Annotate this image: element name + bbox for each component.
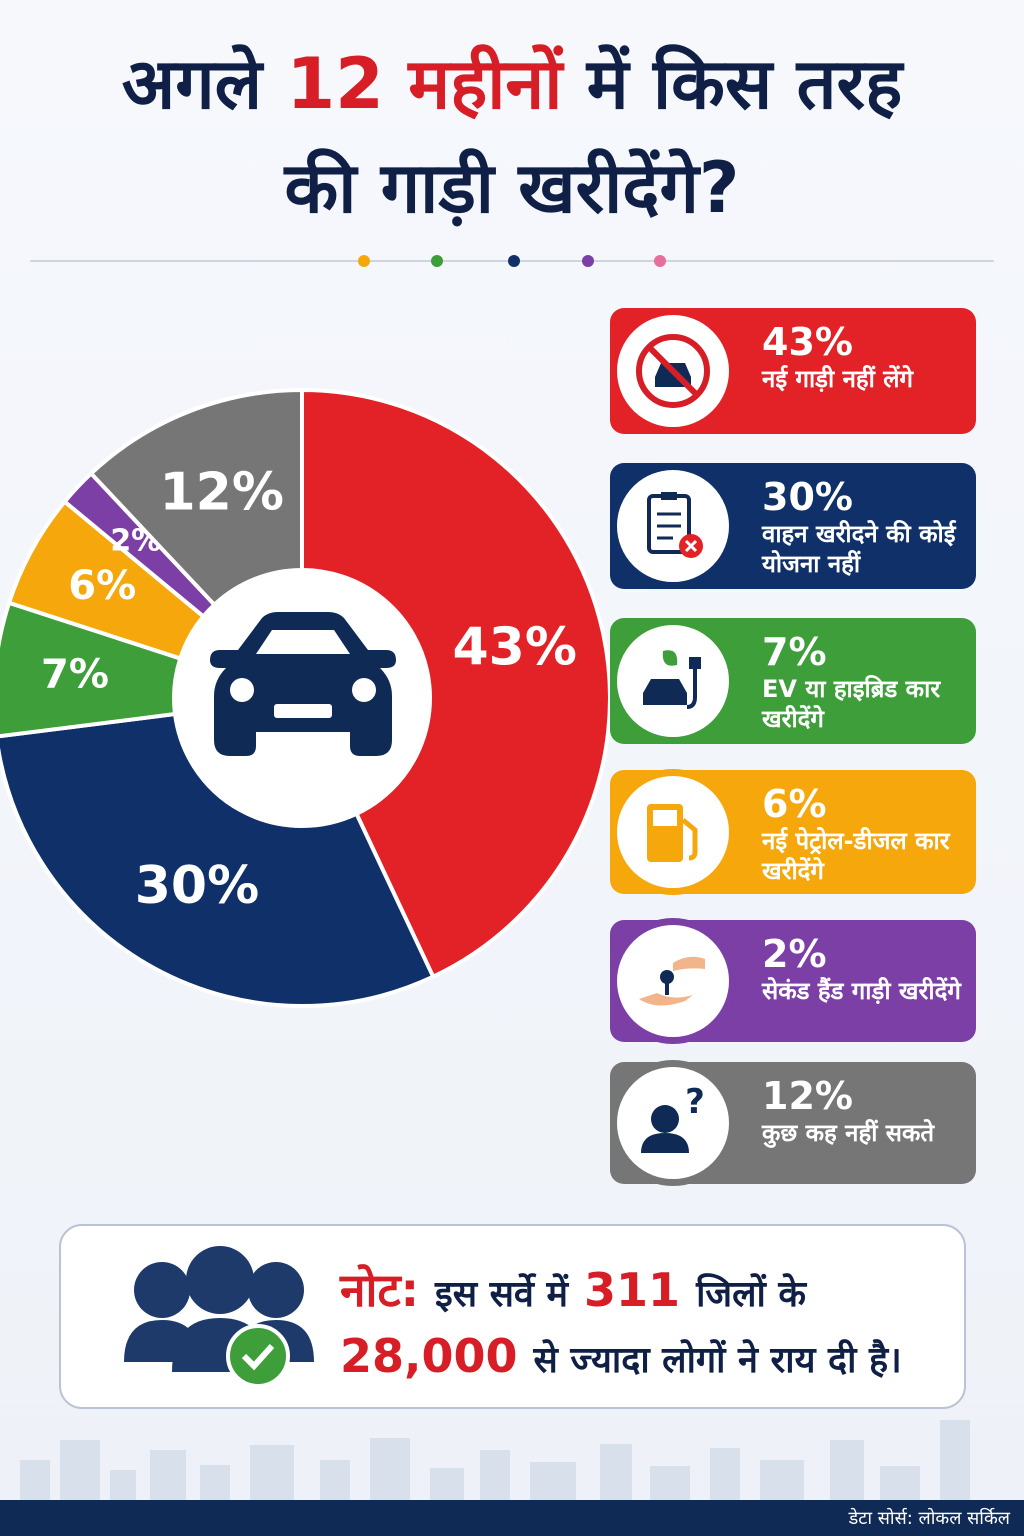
legend-value: 12% <box>762 1074 853 1118</box>
legend-icon <box>610 769 736 895</box>
icon <box>639 956 705 1006</box>
note-text: इस सर्वे में <box>434 1273 569 1315</box>
legend-text: 2% सेकंड हैंड गाड़ी खरीदेंगे <box>762 932 964 1006</box>
note-line-2: 28,000 से ज्यादा लोगों ने राय दी है। <box>340 1329 902 1383</box>
svg-text:?: ? <box>685 1083 705 1122</box>
title-part: 12 महीनों <box>286 43 565 125</box>
legend-value: 6% <box>762 782 827 826</box>
legend-text: 30% वाहन खरीदने की कोई योजना नहीं <box>762 475 964 579</box>
legend-text: 6% नई पेट्रोल-डीजल कार खरीदेंगे <box>762 782 964 886</box>
segment-label: 30% <box>135 856 259 916</box>
icon <box>643 650 701 709</box>
legend-label: सेकंड हैंड गाड़ी खरीदेंगे <box>762 977 961 1005</box>
title-line-1: अगले 12 महीनों में किस तरह <box>122 43 905 125</box>
icon <box>647 492 703 558</box>
segment-label: 7% <box>41 652 109 698</box>
legend-value: 30% <box>762 475 853 519</box>
divider <box>30 255 994 267</box>
footer-bar <box>0 1500 1024 1536</box>
legend-label: वाहन खरीदने की कोई योजना नहीं <box>762 520 956 578</box>
center-car <box>210 612 396 756</box>
note-text: से ज्यादा लोगों ने राय दी है। <box>533 1339 902 1381</box>
legend-label: कुछ कह नहीं सकते <box>762 1119 935 1147</box>
skyline <box>20 1420 970 1500</box>
legend-card: ? 12% कुछ कह नहीं सकते <box>610 1060 976 1186</box>
title-part: अगले <box>122 43 287 125</box>
source: डेटा सोर्स: लोकल सर्किल <box>848 1507 1011 1529</box>
note-number: 311 <box>584 1263 680 1317</box>
legend-label: नई पेट्रोल-डीजल कार खरीदेंगे <box>762 827 950 885</box>
legend-card: 6% नई पेट्रोल-डीजल कार खरीदेंगे <box>610 769 976 895</box>
legend-icon <box>610 618 736 744</box>
note-label: नोट: <box>339 1263 419 1317</box>
note-number: 28,000 <box>340 1329 518 1383</box>
note-line-1: नोट: इस सर्वे में 311 जिलों के <box>339 1263 807 1317</box>
donut-segment <box>0 711 436 1008</box>
legend-card: 7% EV या हाइब्रिड कार खरीदेंगे <box>610 618 976 744</box>
legend-icon: ? <box>610 1060 736 1186</box>
segment-label: 12% <box>160 462 284 522</box>
icon <box>636 334 710 408</box>
legend-label: EV या हाइब्रिड कार खरीदेंगे <box>762 675 941 733</box>
legend-icon <box>610 463 736 589</box>
icon <box>647 804 698 862</box>
legend-icon <box>610 918 736 1044</box>
legend-card: 30% वाहन खरीदने की कोई योजना नहीं <box>610 463 976 589</box>
title-part: में किस तरह <box>562 43 905 125</box>
legend-value: 7% <box>762 630 827 674</box>
legend-card: 2% सेकंड हैंड गाड़ी खरीदेंगे <box>610 918 976 1044</box>
legend-value: 43% <box>762 320 853 364</box>
legend-text: 43% नई गाड़ी नहीं लेंगे <box>762 320 964 394</box>
icon: ? <box>641 1083 705 1153</box>
legend-label: नई गाड़ी नहीं लेंगे <box>762 365 914 393</box>
title-line-2: की गाड़ी खरीदेंगे? <box>283 147 740 229</box>
segment-label: 6% <box>68 563 136 609</box>
legend-text: 7% EV या हाइब्रिड कार खरीदेंगे <box>762 630 964 734</box>
people-icon <box>124 1246 314 1388</box>
segment-label: 43% <box>453 617 577 677</box>
note-text: जिलों के <box>695 1273 807 1315</box>
legend-card: 43% नई गाड़ी नहीं लेंगे <box>610 308 976 434</box>
legend-text: 12% कुछ कह नहीं सकते <box>762 1074 964 1148</box>
legend-value: 2% <box>762 932 827 976</box>
legend-icon <box>610 308 736 434</box>
